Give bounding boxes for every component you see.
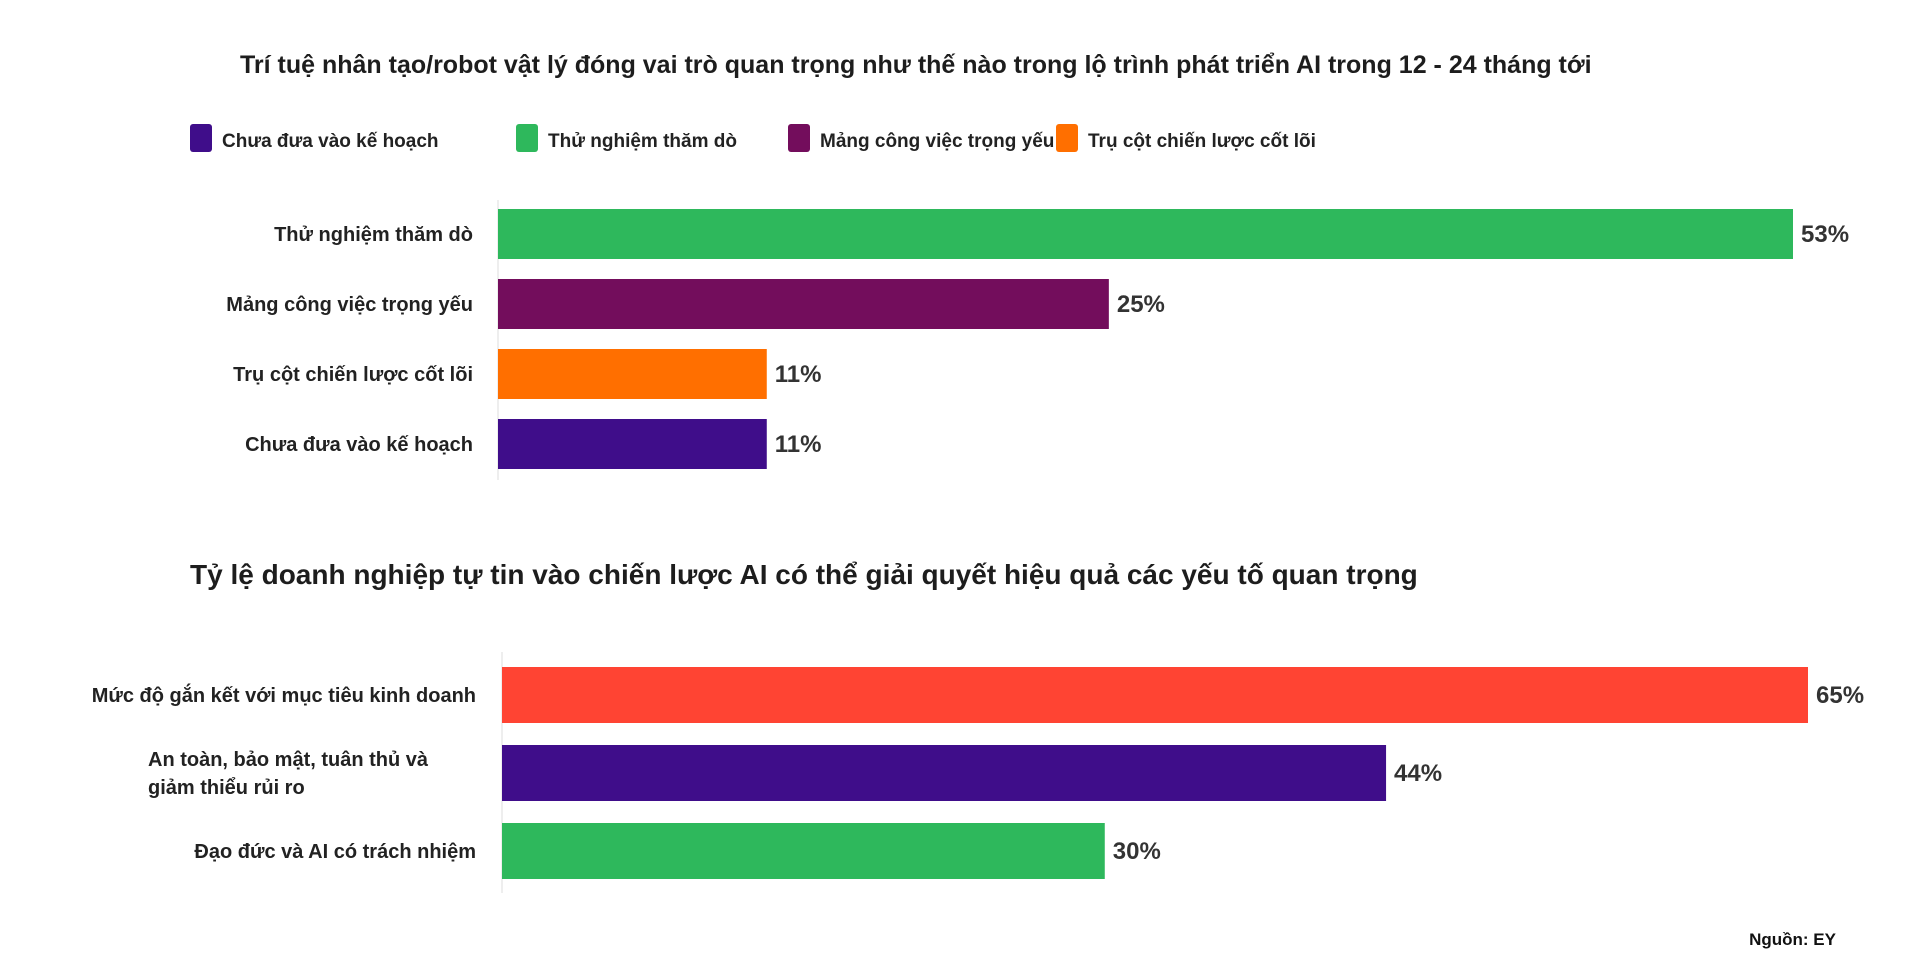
value-label: 30%: [1113, 838, 1161, 865]
category-label-line: Mảng công việc trọng yếu: [226, 294, 473, 316]
chart2-plot: 65% Mức độ gắn kết với mục tiêu kinh doan…: [92, 652, 1864, 893]
bar: [502, 667, 1808, 723]
category-label-line: Đạo đức và AI có trách nhiệm: [194, 841, 476, 863]
category-label: An toàn, bảo mật, tuân thủ và giảm thiểu …: [148, 749, 429, 799]
chart1-plot: 53% Thử nghiệm thăm dò 25% Mảng công việc t…: [226, 200, 1849, 480]
bar: [502, 823, 1105, 879]
value-label: 65%: [1816, 682, 1864, 709]
bar: [498, 209, 1793, 259]
chart1-title: Trí tuệ nhân tạo/robot vật lý đóng vai t…: [240, 51, 1592, 79]
chart2-title: Tỷ lệ doanh nghiệp tự tin vào chiến lược…: [190, 559, 1418, 590]
category-label-line: Thử nghiệm thăm dò: [274, 224, 473, 246]
legend-label: Thử nghiệm thăm dò: [548, 131, 737, 152]
category-label-line: Trụ cột chiến lược cốt lõi: [233, 364, 473, 386]
category-label: Chưa đưa vào kế hoạch: [245, 434, 473, 456]
legend-label: Chưa đưa vào kế hoạch: [222, 131, 439, 152]
legend-swatch: [516, 124, 538, 152]
value-label: 44%: [1394, 760, 1442, 787]
bar: [502, 745, 1387, 801]
category-label: Thử nghiệm thăm dò: [274, 224, 473, 246]
legend-label: Mảng công việc trọng yếu: [820, 131, 1054, 152]
category-label: Mức độ gắn kết với mục tiêu kinh doanh: [92, 683, 476, 707]
value-label: 53%: [1801, 221, 1849, 248]
legend-swatch: [788, 124, 810, 152]
value-label: 11%: [775, 361, 822, 388]
source-note: Nguồn: EY: [1749, 930, 1837, 949]
bar: [498, 419, 767, 469]
bar: [498, 279, 1109, 329]
category-label-line: giảm thiểu rủi ro: [148, 777, 305, 799]
category-label-line: An toàn, bảo mật, tuân thủ và: [148, 749, 429, 771]
legend-swatch: [190, 124, 212, 152]
category-label: Trụ cột chiến lược cốt lõi: [233, 364, 473, 386]
category-label-line: Mức độ gắn kết với mục tiêu kinh doanh: [92, 683, 476, 707]
chart1-legend: Chưa đưa vào kế hoạch Thử nghiệm thăm dò M…: [190, 124, 1316, 152]
value-label: 25%: [1117, 291, 1165, 318]
category-label-line: Chưa đưa vào kế hoạch: [245, 434, 473, 456]
bar: [498, 349, 767, 399]
value-label: 11%: [775, 431, 822, 458]
category-label: Mảng công việc trọng yếu: [226, 294, 473, 316]
legend-swatch: [1056, 124, 1078, 152]
category-label: Đạo đức và AI có trách nhiệm: [194, 841, 476, 863]
legend-label: Trụ cột chiến lược cốt lõi: [1088, 131, 1316, 152]
